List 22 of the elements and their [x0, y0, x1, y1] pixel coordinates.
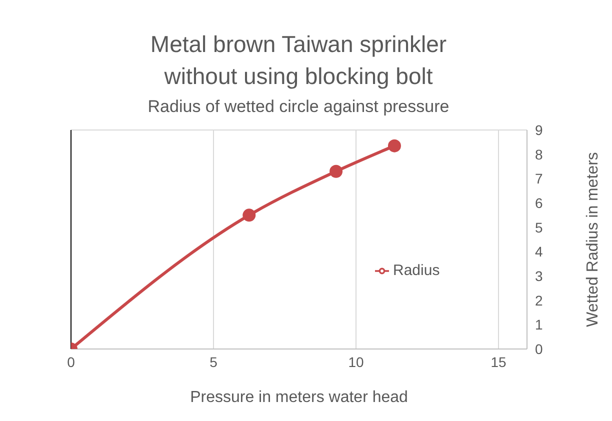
y-tick-label: 2 — [535, 292, 543, 308]
chart-title: Metal brown Taiwan sprinkler without using blocking bolt — [149, 30, 448, 91]
legend-label: Radius — [393, 262, 440, 279]
y-tick-label: 5 — [535, 219, 543, 236]
y-tick-label: 9 — [535, 122, 543, 138]
point — [330, 164, 343, 178]
chart-subtitle: Radius of wetted circle against pressure — [146, 96, 450, 118]
y-tick-label: 8 — [535, 146, 543, 162]
x-axis-title: Pressure in meters water head — [190, 389, 408, 406]
y-tick-label: 1 — [535, 316, 543, 333]
point — [242, 208, 256, 222]
x-tick-label: 0 — [67, 354, 76, 370]
x-tick-label: 5 — [210, 354, 218, 370]
y-tick-label: 0 — [535, 340, 543, 357]
y-axis-title: Wetted Radius in meters — [584, 152, 602, 327]
y-tick-label: 4 — [535, 244, 543, 260]
y-tick-label: 7 — [535, 170, 543, 187]
x-tick-label: 10 — [348, 354, 364, 370]
y-tick-label: 3 — [535, 268, 543, 284]
point — [388, 139, 401, 152]
x-tick-label: 15 — [490, 354, 506, 370]
y-tick-label: 6 — [535, 194, 543, 211]
